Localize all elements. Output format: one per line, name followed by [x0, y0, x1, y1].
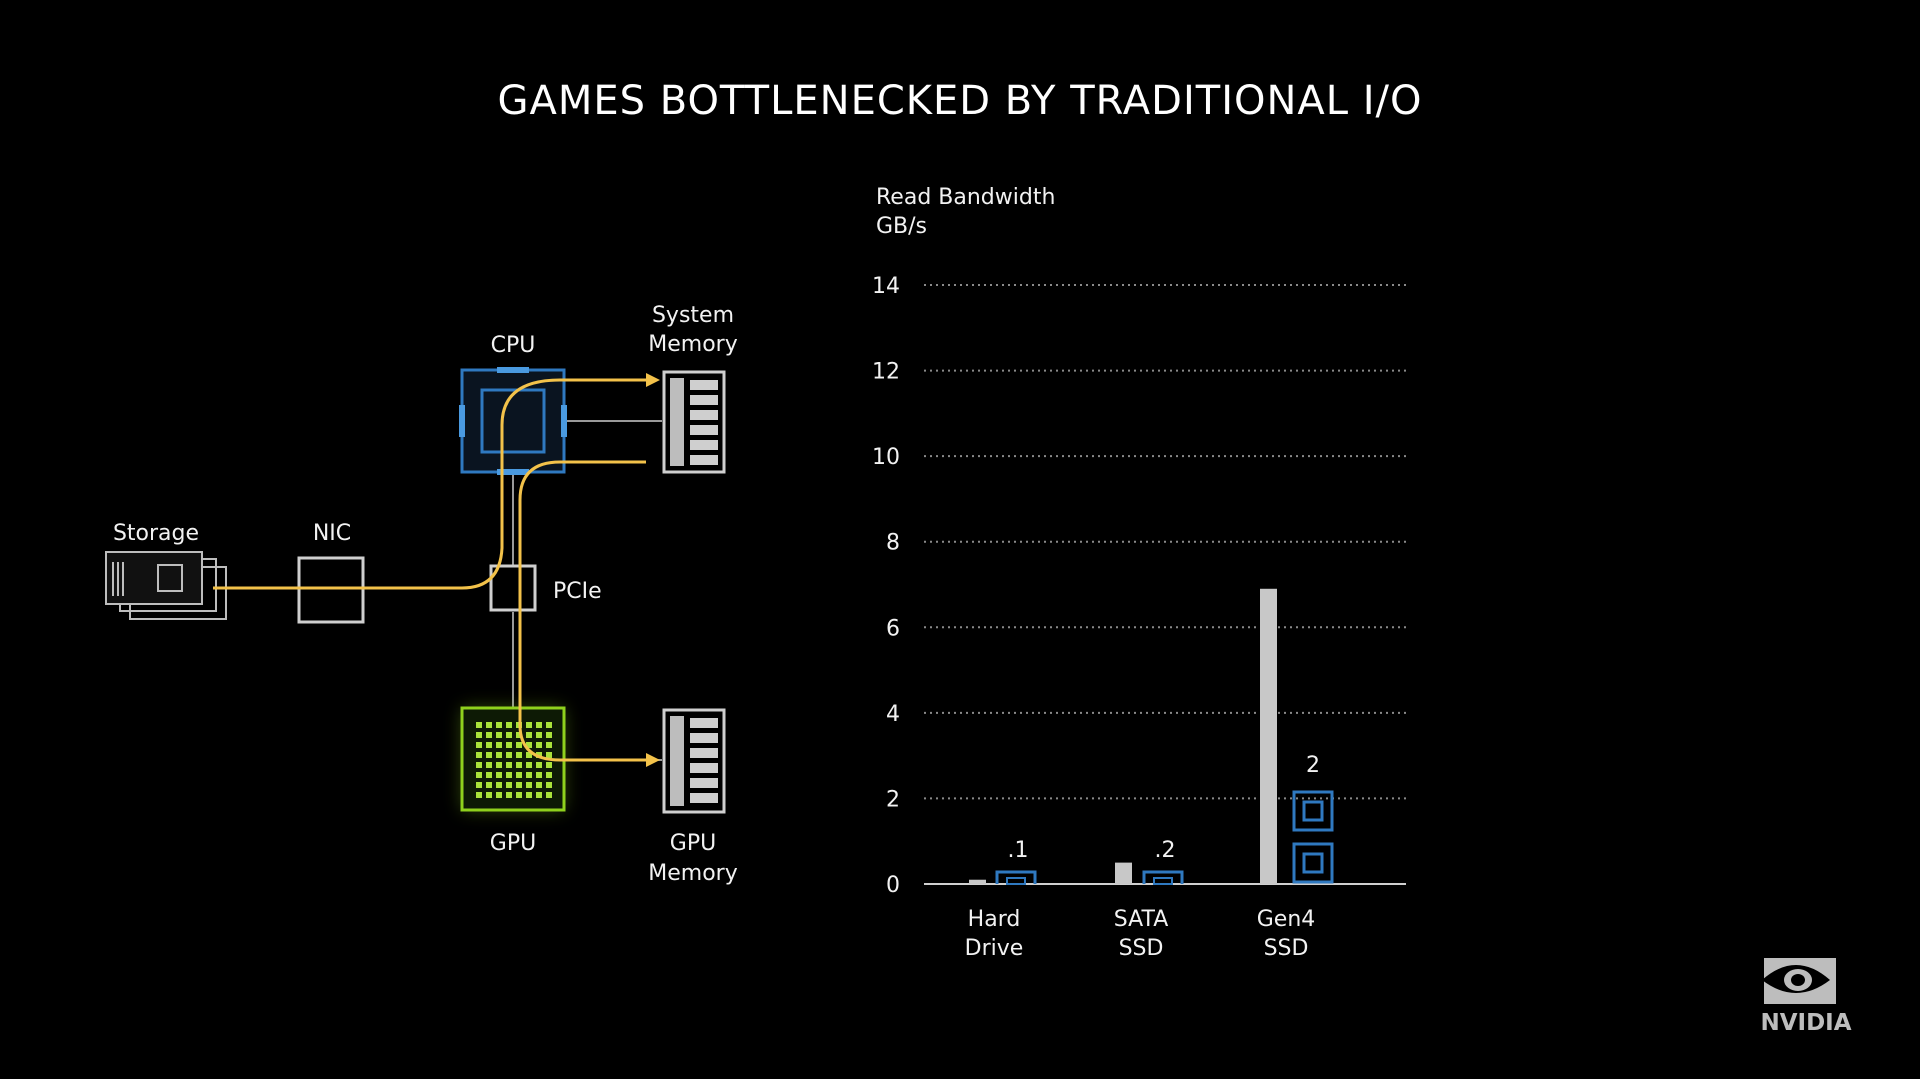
y-tick-label: 4: [886, 702, 900, 727]
pcie-label: PCIe: [553, 579, 602, 604]
pcie-box: [489, 564, 537, 612]
cpu-core-layer: .1 .2 2: [995, 753, 1334, 885]
cpu-core-fraction-inner: [1006, 877, 1026, 885]
nvidia-wordmark: NVIDIA: [1760, 1010, 1851, 1036]
y-tick-label: 6: [886, 616, 900, 641]
grid-layer: [924, 284, 1406, 800]
cpu-core-mark: [1292, 790, 1334, 832]
bar-2: [1260, 588, 1277, 884]
storage-icon: [105, 551, 227, 620]
data-path: [213, 378, 646, 762]
gpu-memory-label-line1: GPU: [670, 831, 716, 856]
category-label-line1: Gen4: [1257, 907, 1316, 932]
bar-1: [1115, 862, 1132, 884]
y-tick-label: 0: [886, 873, 900, 898]
y-tick-label: 8: [886, 531, 900, 556]
bar-0: [969, 879, 986, 884]
cpu-core-fraction-mark: [995, 870, 1037, 884]
cpu-core-label: .1: [1008, 838, 1029, 863]
bandwidth-chart: Read Bandwidth GB/s 0 2 4 6 8 10 12 14 .1 .2 2 Ha…: [872, 185, 1406, 961]
y-axis-title-line1: Read Bandwidth: [876, 185, 1055, 210]
gpu-label: GPU: [490, 831, 536, 856]
cpu-core-label: .2: [1155, 838, 1176, 863]
cpu-chip-icon: [459, 367, 567, 475]
cpu-core-fraction-mark: [1142, 870, 1184, 884]
cpu-core-inner: [1302, 800, 1324, 822]
y-tick-label: 14: [872, 274, 900, 299]
bar-layer: [969, 588, 1277, 884]
nic-box: [297, 556, 365, 624]
nic-label: NIC: [313, 521, 351, 546]
category-label-line2: SSD: [1119, 936, 1164, 961]
cpu-label: CPU: [491, 333, 536, 358]
arrowhead-gpu-memory: [646, 753, 660, 767]
io-diagram: Storage NIC PCIe CPU System: [105, 303, 738, 886]
category-label-line2: Drive: [965, 936, 1024, 961]
cpu-core-inner: [1302, 852, 1324, 874]
storage-label: Storage: [113, 521, 199, 546]
y-tick-layer: 0 2 4 6 8 10 12 14: [872, 274, 900, 898]
arrowhead-system-memory: [646, 373, 660, 387]
y-tick-label: 12: [872, 360, 900, 385]
slide-title: GAMES BOTTLENECKED BY TRADITIONAL I/O: [497, 78, 1423, 124]
y-axis-title-line2: GB/s: [876, 214, 927, 239]
cpu-core-mark: [1292, 842, 1334, 884]
system-memory-icon: [662, 370, 726, 474]
cpu-core-fraction-inner: [1153, 877, 1173, 885]
category-label-line2: SSD: [1264, 936, 1309, 961]
category-label-line1: SATA: [1114, 907, 1169, 932]
system-memory-label-line1: System: [652, 303, 734, 328]
gpu-memory-icon: [662, 708, 726, 814]
system-memory-label-line2: Memory: [648, 332, 737, 357]
category-label-layer: Hard Drive SATA SSD Gen4 SSD: [965, 907, 1316, 961]
category-label-line1: Hard: [968, 907, 1021, 932]
gpu-memory-label-line2: Memory: [648, 861, 737, 886]
y-tick-label: 10: [872, 445, 900, 470]
y-tick-label: 2: [886, 787, 900, 812]
nvidia-logo: NVIDIA: [1760, 958, 1852, 1036]
cpu-core-label: 2: [1306, 753, 1320, 778]
